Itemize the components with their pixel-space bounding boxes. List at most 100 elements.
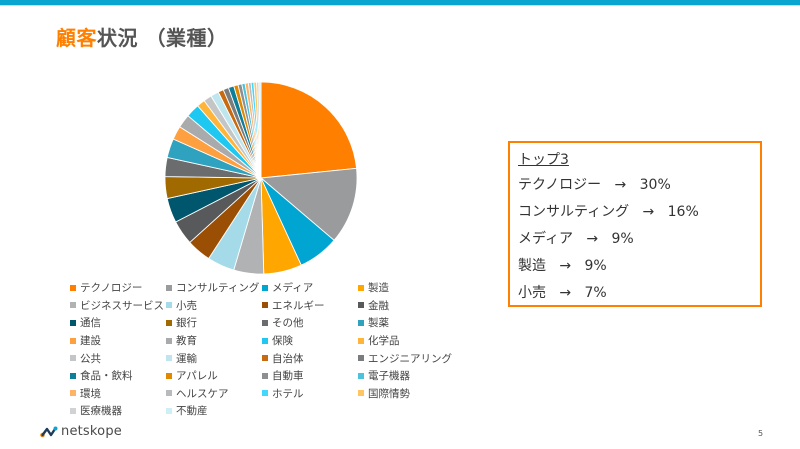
top3-heading: トップ3 [518,152,569,168]
legend-item: 小売 [166,297,262,315]
legend-item: 製造 [358,279,478,297]
legend-label: 銀行 [176,317,197,330]
legend-label: 金融 [368,299,389,312]
top3-box: トップ3 テクノロジー → 30% コンサルティング → 16% メディア → … [508,141,762,307]
legend-label: 不動産 [176,405,208,418]
legend-swatch-icon [166,302,172,309]
top-accent-bar [0,0,800,5]
legend-label: 保険 [272,335,293,348]
legend-item: エンジニアリング [358,349,478,367]
legend-swatch-icon [70,337,76,344]
legend-item: 自治体 [262,349,358,367]
legend-swatch-icon [70,319,76,326]
pie-slice [259,167,358,241]
slide-title: 顧客状況 （業種） [56,22,227,51]
legend-swatch-icon [70,372,76,379]
legend-swatch-icon [358,319,364,326]
legend-item: 医療機器 [70,402,166,420]
legend-item: 化学品 [358,332,478,350]
legend-item: 不動産 [166,402,262,420]
legend-label: その他 [272,317,304,330]
legend-item: その他 [262,314,358,332]
legend-item: ヘルスケア [166,385,262,403]
legend-item: コンサルティング [166,279,262,297]
netskope-logo-icon [40,426,58,437]
legend-item: 環境 [70,385,166,403]
logo-text: netskope [61,424,122,439]
legend-label: 製薬 [368,317,389,330]
legend-label: 教育 [176,335,197,348]
page-number: 5 [758,429,764,438]
legend-label: 国際情勢 [368,387,410,400]
pie-slice [258,81,262,179]
legend-swatch-icon [166,337,172,344]
legend-item: 電子機器 [358,367,478,385]
legend-item: メディア [262,279,358,297]
legend-swatch-icon [262,302,268,309]
legend-swatch-icon [358,390,364,397]
legend-item: 食品・飲料 [70,367,166,385]
legend-item: 製薬 [358,314,478,332]
legend-swatch-icon [262,319,268,326]
legend-label: エンジニアリング [368,352,452,365]
top3-row: 製造 → 9% [518,258,607,274]
legend-swatch-icon [358,302,364,309]
top3-row: コンサルティング → 16% [518,204,699,220]
top3-row: テクノロジー → 30% [518,177,671,193]
legend-item: ビジネスサービス [70,297,166,315]
legend-swatch-icon [358,355,364,362]
legend-label: 製造 [368,282,389,295]
legend-label: 化学品 [368,335,400,348]
netskope-logo: netskope [40,424,122,439]
legend-label: ビジネスサービス [80,299,164,312]
legend-label: メディア [272,282,314,295]
pie-slice [260,81,358,179]
legend-label: 食品・飲料 [80,370,133,383]
legend-item: 保険 [262,332,358,350]
legend-swatch-icon [70,355,76,362]
legend-swatch-icon [166,407,172,414]
legend-swatch-icon [358,337,364,344]
legend-label: 建設 [80,335,101,348]
legend-swatch-icon [262,355,268,362]
legend-label: 電子機器 [368,370,410,383]
legend-swatch-icon [262,337,268,344]
legend-swatch-icon [262,284,268,291]
slide-title-rest: 状況 （業種） [97,26,228,50]
legend-label: 通信 [80,317,101,330]
legend-swatch-icon [70,407,76,414]
legend-swatch-icon [358,372,364,379]
slide-title-accent: 顧客 [56,26,97,50]
legend-item: 国際情勢 [358,385,478,403]
legend-item: 運輸 [166,349,262,367]
legend-label: エネルギー [272,299,325,312]
legend-swatch-icon [166,390,172,397]
legend-label: コンサルティング [176,282,260,295]
legend-label: 医療機器 [80,405,122,418]
legend-item: 建設 [70,332,166,350]
chart-legend: テクノロジー コンサルティング メディア 製造ビジネスサービス 小売 エネルギー 金融通信 銀… [70,279,490,420]
industry-pie-chart [164,81,358,275]
legend-label: 公共 [80,352,101,365]
top3-row: メディア → 9% [518,231,634,247]
legend-swatch-icon [70,302,76,309]
legend-item: アパレル [166,367,262,385]
legend-label: ホテル [272,387,304,400]
legend-swatch-icon [70,390,76,397]
legend-swatch-icon [166,355,172,362]
legend-label: 小売 [176,299,197,312]
legend-item: 銀行 [166,314,262,332]
legend-item: ホテル [262,385,358,403]
legend-label: 自動車 [272,370,304,383]
legend-label: 自治体 [272,352,304,365]
legend-swatch-icon [358,284,364,291]
legend-label: テクノロジー [80,282,143,295]
legend-item: エネルギー [262,297,358,315]
legend-label: 環境 [80,387,101,400]
legend-swatch-icon [166,284,172,291]
legend-item: 通信 [70,314,166,332]
top3-row: 小売 → 7% [518,285,607,301]
legend-item: 自動車 [262,367,358,385]
legend-item: 公共 [70,349,166,367]
legend-swatch-icon [70,284,76,291]
